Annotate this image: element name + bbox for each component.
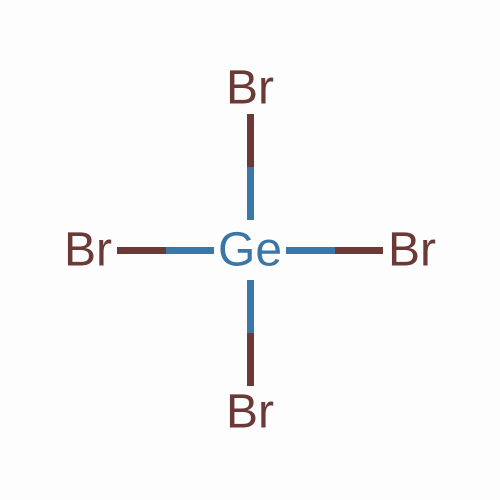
bond-2-b xyxy=(166,247,215,254)
atom-sub-0: Br xyxy=(226,61,274,116)
bond-1-a xyxy=(247,280,254,333)
atom-center: Ge xyxy=(218,223,282,278)
bond-1-b xyxy=(247,333,254,386)
atom-sub-3: Br xyxy=(64,223,112,278)
atom-sub-1: Br xyxy=(388,223,436,278)
atom-sub-2: Br xyxy=(226,385,274,440)
bond-3-a xyxy=(286,247,335,254)
bond-0-b xyxy=(247,167,254,220)
molecule-diagram: Ge Br Br Br Br xyxy=(0,0,500,500)
bond-3-b xyxy=(335,247,384,254)
bond-2-a xyxy=(117,247,166,254)
bond-0-a xyxy=(247,114,254,167)
